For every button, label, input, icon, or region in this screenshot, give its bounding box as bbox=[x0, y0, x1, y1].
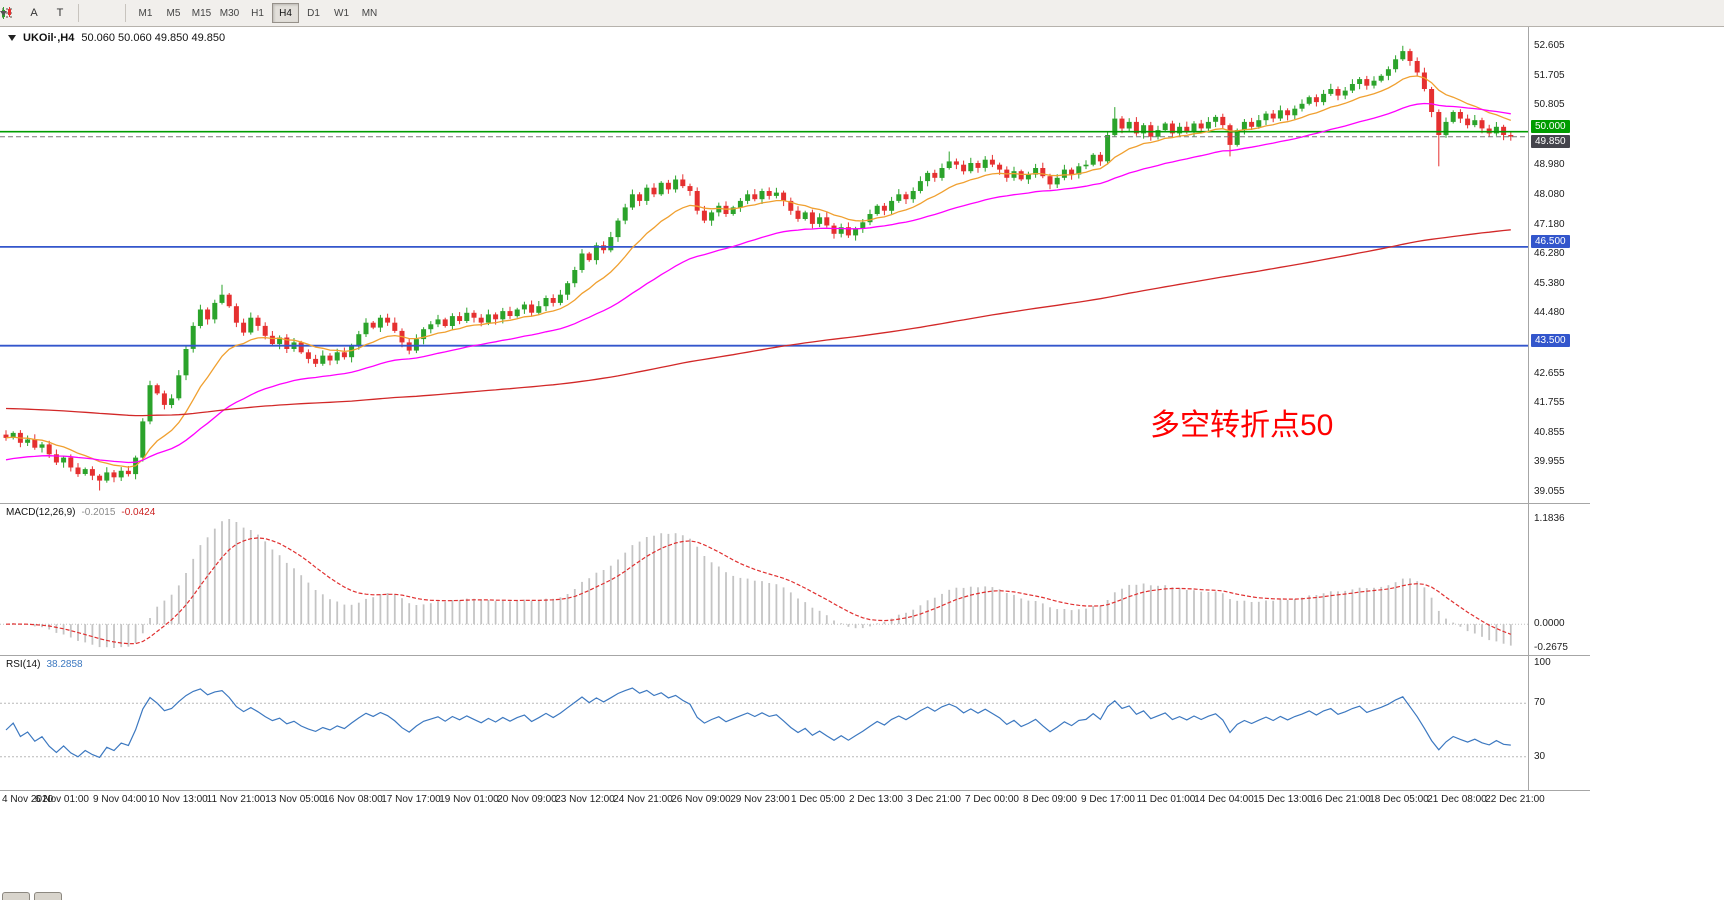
macd-axis-label: 0.0000 bbox=[1534, 618, 1565, 629]
time-axis-label: 9 Nov 04:00 bbox=[93, 794, 147, 805]
time-axis-label: 23 Nov 12:00 bbox=[555, 794, 615, 805]
macd-indicator-chart[interactable] bbox=[0, 503, 1530, 655]
price-axis-label: 47.180 bbox=[1534, 219, 1565, 230]
horizontal-lines-layer bbox=[0, 130, 1528, 347]
time-axis[interactable]: 4 Nov 2020 6 Nov 01:00 9 Nov 04:00 10 Nov 1… bbox=[0, 792, 1590, 812]
timeframe-button-w1[interactable]: W1 bbox=[328, 3, 355, 23]
rsi-line bbox=[5, 687, 1511, 759]
rsi-indicator-label: RSI(14) bbox=[6, 659, 41, 670]
moving-average-ma-slow bbox=[5, 229, 1511, 417]
rsi-indicator-chart[interactable] bbox=[0, 655, 1530, 790]
price-axis-label: 50.805 bbox=[1534, 99, 1565, 110]
time-axis-label: 8 Dec 09:00 bbox=[1023, 794, 1077, 805]
price-axis-label: 44.480 bbox=[1534, 307, 1565, 318]
moving-average-ma-mid bbox=[5, 102, 1511, 464]
rsi-axis-label: 30 bbox=[1534, 751, 1546, 762]
macd-axis-label: -0.2675 bbox=[1534, 642, 1568, 653]
price-axis-label: 39.955 bbox=[1534, 456, 1565, 467]
main-price-chart[interactable] bbox=[0, 27, 1530, 503]
price-axis-label: 52.605 bbox=[1534, 40, 1565, 51]
text-tool-button[interactable]: T bbox=[48, 3, 72, 23]
panel-separator[interactable] bbox=[0, 503, 1590, 504]
time-axis-label: 15 Dec 13:00 bbox=[1253, 794, 1313, 805]
timeframe-button-h4[interactable]: H4 bbox=[272, 3, 299, 23]
macd-signal-line bbox=[5, 537, 1512, 645]
price-axis-label: 48.980 bbox=[1534, 159, 1565, 170]
price-axis-label: 42.655 bbox=[1534, 368, 1565, 379]
price-axis-label: 39.055 bbox=[1534, 486, 1565, 497]
rsi-panel-header: RSI(14) 38.2858 bbox=[6, 659, 83, 670]
price-badge-50.000: 50.000 bbox=[1531, 120, 1570, 133]
price-axis-label: 40.855 bbox=[1534, 427, 1565, 438]
symbol-period-label: UKOil·,H4 bbox=[23, 32, 75, 44]
text-annotation-tool-button[interactable]: A bbox=[22, 3, 46, 23]
timeframe-toolbar: M1 M5 M15 M30 H1 H4 D1 W1 MN bbox=[132, 3, 383, 23]
macd-indicator-label: MACD(12,26,9) bbox=[6, 507, 76, 518]
price-badge-49.850: 49.850 bbox=[1531, 135, 1570, 148]
timeframe-button-m1[interactable]: M1 bbox=[132, 3, 159, 23]
rsi-axis-label: 70 bbox=[1534, 697, 1546, 708]
time-axis-label: 11 Nov 21:00 bbox=[206, 794, 266, 805]
time-axis-label: 2 Dec 13:00 bbox=[849, 794, 903, 805]
timeframe-button-m30[interactable]: M30 bbox=[216, 3, 243, 23]
chart-template-dropdown-button[interactable] bbox=[0, 3, 119, 23]
toolbar-separator bbox=[125, 4, 126, 22]
panel-separator[interactable] bbox=[0, 655, 1590, 656]
price-badge-43.500: 43.500 bbox=[1531, 334, 1570, 347]
time-axis-label: 17 Nov 17:00 bbox=[381, 794, 441, 805]
chart-annotation-text: 多空转折点50 bbox=[1150, 409, 1334, 442]
time-axis-label: 20 Nov 09:00 bbox=[497, 794, 557, 805]
time-axis-label: 13 Nov 05:00 bbox=[265, 794, 325, 805]
rsi-value: 38.2858 bbox=[46, 659, 83, 670]
time-axis-label: 6 Nov 01:00 bbox=[35, 794, 89, 805]
price-badge-46.500: 46.500 bbox=[1531, 235, 1570, 248]
time-axis-label: 16 Nov 08:00 bbox=[323, 794, 383, 805]
one-click-trading-icon[interactable] bbox=[8, 35, 16, 41]
chevron-down-icon bbox=[0, 10, 7, 16]
macd-signal-value: -0.0424 bbox=[121, 507, 156, 518]
time-axis-label: 4 Nov 2020 bbox=[2, 794, 54, 805]
rsi-axis-label: 100 bbox=[1534, 657, 1551, 668]
timeframe-button-d1[interactable]: D1 bbox=[300, 3, 327, 23]
macd-panel-header: MACD(12,26,9) -0.2015 -0.0424 bbox=[6, 507, 155, 518]
minimized-window-tab[interactable] bbox=[2, 892, 30, 900]
ohlc-values: 50.060 50.060 49.850 49.850 bbox=[81, 32, 226, 44]
macd-axis-label: 1.1836 bbox=[1534, 513, 1565, 524]
time-axis-separator bbox=[0, 790, 1590, 791]
price-axis-label: 46.280 bbox=[1534, 248, 1565, 259]
minimized-window-tab[interactable] bbox=[34, 892, 62, 900]
timeframe-button-m5[interactable]: M5 bbox=[160, 3, 187, 23]
time-axis-label: 7 Dec 00:00 bbox=[965, 794, 1019, 805]
time-axis-label: 21 Dec 08:00 bbox=[1427, 794, 1487, 805]
time-axis-label: 1 Dec 05:00 bbox=[791, 794, 845, 805]
time-axis-label: 19 Nov 01:00 bbox=[439, 794, 499, 805]
time-axis-label: 24 Nov 21:00 bbox=[613, 794, 673, 805]
moving-average-ma-fast bbox=[5, 75, 1512, 468]
time-axis-label: 18 Dec 05:00 bbox=[1369, 794, 1429, 805]
price-axis-label: 41.755 bbox=[1534, 397, 1565, 408]
time-axis-label: 9 Dec 17:00 bbox=[1081, 794, 1135, 805]
time-axis-label: 10 Nov 13:00 bbox=[148, 794, 208, 805]
time-axis-label: 11 Dec 01:00 bbox=[1136, 794, 1196, 805]
macd-histogram bbox=[12, 519, 1512, 648]
time-axis-label: 26 Nov 09:00 bbox=[671, 794, 731, 805]
time-axis-label: 3 Dec 21:00 bbox=[907, 794, 961, 805]
timeframe-button-h1[interactable]: H1 bbox=[244, 3, 271, 23]
macd-main-value: -0.2015 bbox=[81, 507, 116, 518]
timeframe-button-m15[interactable]: M15 bbox=[188, 3, 215, 23]
top-toolbar: A T M1 M5 M15 M30 H1 H4 D1 W1 MN bbox=[0, 0, 1724, 27]
time-axis-label: 29 Nov 23:00 bbox=[730, 794, 790, 805]
time-axis-label: 22 Dec 21:00 bbox=[1485, 794, 1545, 805]
toolbar-separator bbox=[78, 4, 79, 22]
price-axis-label: 48.080 bbox=[1534, 189, 1565, 200]
timeframe-button-mn[interactable]: MN bbox=[356, 3, 383, 23]
time-axis-label: 16 Dec 21:00 bbox=[1311, 794, 1371, 805]
quote-header: UKOil·,H4 50.060 50.060 49.850 49.850 bbox=[8, 32, 225, 44]
price-axis-label: 51.705 bbox=[1534, 70, 1565, 81]
price-axis-label: 45.380 bbox=[1534, 278, 1565, 289]
price-axis-border bbox=[1528, 27, 1529, 790]
time-axis-label: 14 Dec 04:00 bbox=[1194, 794, 1254, 805]
